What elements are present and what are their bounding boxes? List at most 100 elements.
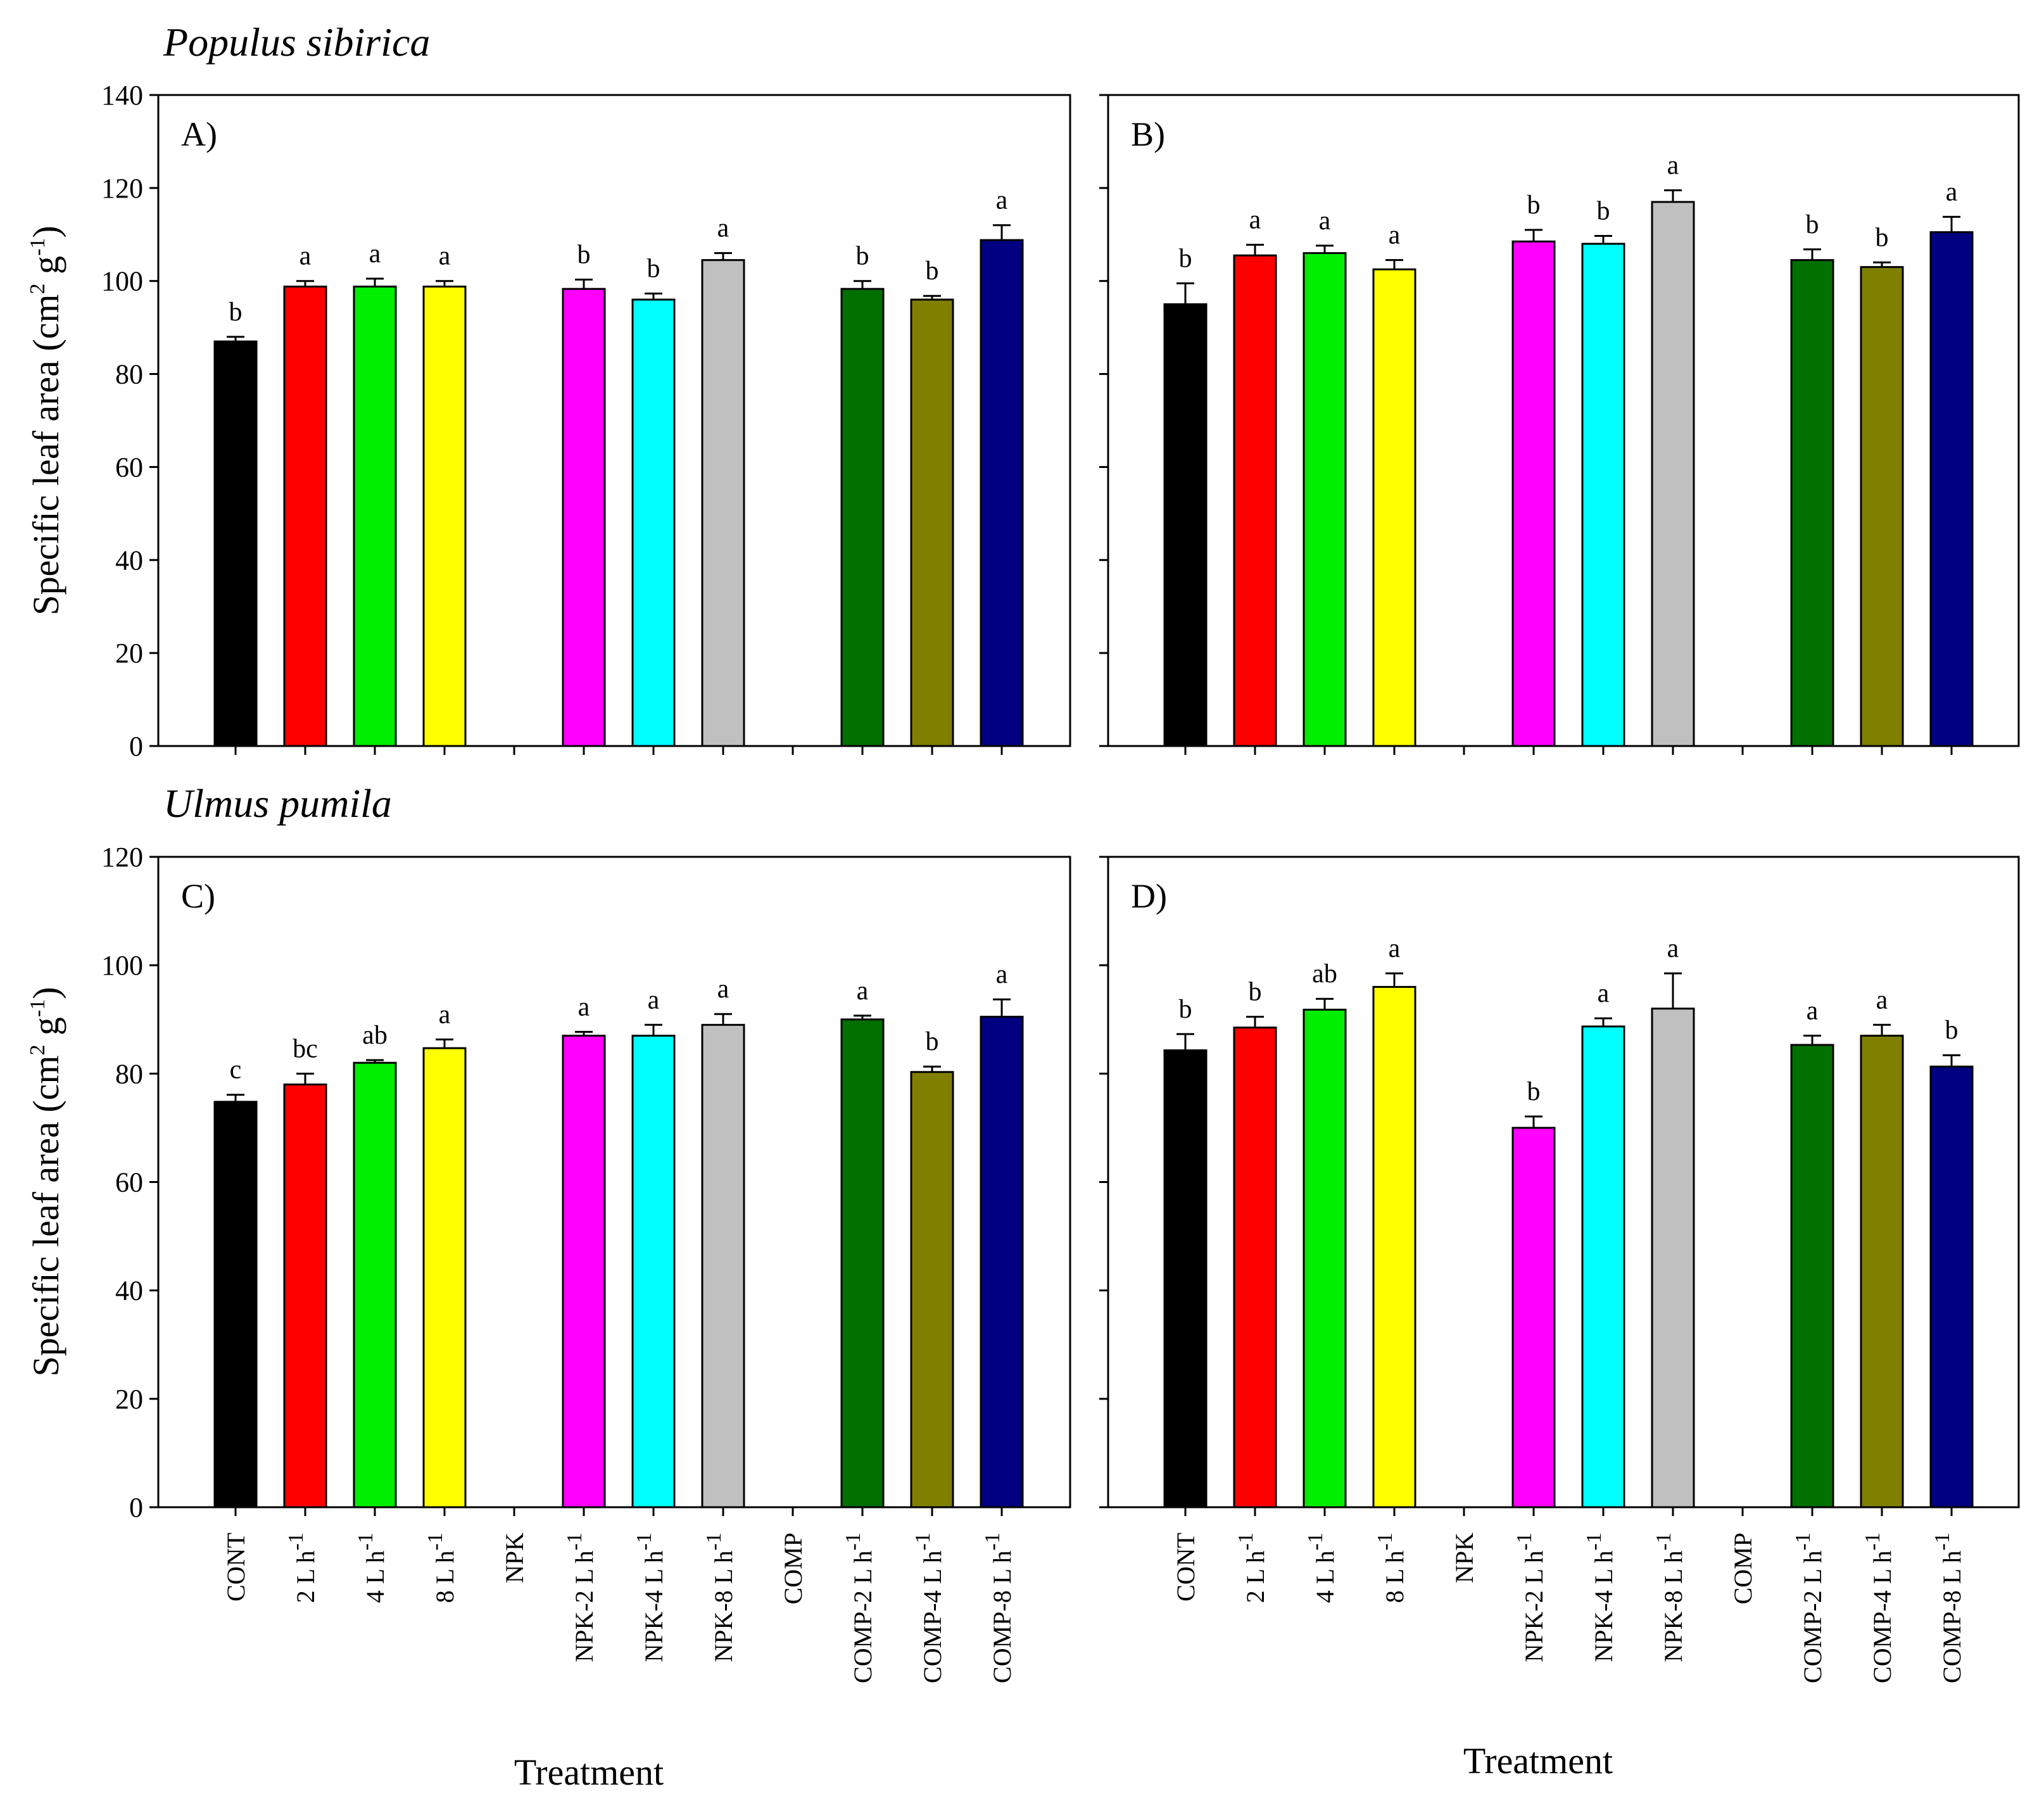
significance-letter: a [439, 242, 451, 271]
bar-cont [1163, 1049, 1208, 1508]
bar-comp-8-l-h [980, 239, 1024, 747]
significance-letter: b [1249, 977, 1262, 1006]
significance-letter: a [717, 214, 729, 243]
y-tick-label: 120 [101, 173, 143, 204]
bar-cont [1163, 303, 1208, 747]
significance-letter: b [647, 255, 660, 284]
significance-letter: b [577, 241, 591, 270]
x-category-label: 4 L h-1 [1304, 1533, 1339, 1603]
y-tick-label: 20 [115, 1384, 143, 1415]
significance-letter: a [439, 1000, 451, 1029]
significance-letter: a [300, 242, 312, 271]
significance-letter: b [229, 298, 243, 327]
bar-8-l-h [1372, 985, 1416, 1508]
x-category-label: 2 L h-1 [284, 1533, 320, 1603]
significance-letter: b [1527, 191, 1541, 220]
bar-comp-4-l-h [910, 298, 954, 747]
significance-letter: a [1667, 934, 1679, 963]
significance-letter: a [648, 985, 660, 1015]
bar-2-l-h [1233, 254, 1277, 747]
panel-label: A) [181, 115, 217, 153]
bar-npk-2-l-h [562, 288, 606, 747]
panel-label: D) [1131, 877, 1167, 915]
y-tick-label: 100 [101, 266, 143, 297]
plot-frame [1107, 94, 2020, 747]
panel-a: 0 20 40 60 80 100 120 140 A) Populus sibirica Spec… [25, 20, 1071, 762]
species-title: Ulmus pumila [163, 781, 392, 826]
significance-letter: bc [293, 1034, 318, 1063]
species-title: Populus sibirica [163, 20, 430, 65]
significance-letter: a [1319, 206, 1331, 236]
significance-letter: a [1667, 151, 1679, 180]
bar-comp-8-l-h [1929, 231, 1974, 747]
significance-letter: a [717, 975, 729, 1004]
y-tick-label: 20 [115, 638, 143, 669]
significance-letter: b [1527, 1077, 1541, 1106]
significance-letter: b [1945, 1016, 1959, 1045]
x-category-label: NPK-8 L h-1 [702, 1533, 738, 1662]
significance-letter: ab [1312, 959, 1337, 989]
significance-letter: a [1598, 979, 1610, 1008]
x-category-label: NPK-2 L h-1 [1513, 1533, 1548, 1662]
bar-npk-2-l-h [1511, 1127, 1556, 1508]
significance-letter: b [926, 256, 939, 286]
bar-npk-2-l-h [562, 1034, 606, 1508]
x-category-label: COMP-4 L h-1 [1861, 1533, 1896, 1683]
x-category-label: COMP-4 L h-1 [911, 1533, 947, 1683]
significance-letter: a [578, 992, 590, 1021]
significance-letter: a [1249, 205, 1261, 234]
significance-letter: ab [362, 1021, 388, 1050]
y-tick-label: 0 [129, 731, 143, 762]
bar-comp-8-l-h [980, 1015, 1024, 1508]
x-axis-title: Treatment [514, 1752, 664, 1793]
significance-letter: b [1597, 196, 1610, 225]
bar-npk-4-l-h [631, 298, 676, 747]
panel-label: C) [181, 877, 215, 915]
bar-comp-2-l-h [1790, 259, 1834, 747]
bar-comp-4-l-h [910, 1071, 954, 1508]
bar-8-l-h [1372, 268, 1416, 747]
significance-letter: b [1179, 995, 1192, 1024]
y-axis-title: Specific leaf area (cm2 g-1) [25, 225, 66, 615]
bar-4-l-h [1303, 252, 1347, 747]
bar-2-l-h [283, 1083, 327, 1508]
x-category-label: 8 L h-1 [424, 1533, 459, 1603]
bar-2-l-h [283, 286, 327, 747]
significance-letter: a [996, 186, 1008, 215]
y-tick-label: 140 [101, 80, 143, 111]
bar-2-l-h [1233, 1027, 1277, 1508]
x-category-label: COMP-8 L h-1 [1931, 1533, 1966, 1683]
bar-4-l-h [353, 286, 397, 747]
x-category-label: NPK [1450, 1533, 1479, 1583]
x-category-label: NPK-4 L h-1 [633, 1533, 668, 1662]
bar-comp-2-l-h [840, 1018, 885, 1508]
significance-letter: b [1179, 244, 1192, 273]
significance-letter: a [1807, 996, 1819, 1025]
x-category-label: CONT [1171, 1533, 1200, 1602]
bar-8-l-h [422, 286, 467, 747]
x-category-label: 4 L h-1 [354, 1533, 389, 1603]
x-category-label: COMP-2 L h-1 [842, 1533, 877, 1683]
bar-npk-8-l-h [1651, 1008, 1695, 1508]
significance-letter: a [996, 960, 1008, 989]
significance-letter: a [1876, 985, 1888, 1015]
x-category-label: NPK-4 L h-1 [1582, 1533, 1618, 1662]
significance-letter: a [1389, 934, 1401, 963]
bar-npk-8-l-h [701, 259, 745, 747]
panel-label: B) [1131, 115, 1165, 153]
x-category-label: NPK-8 L h-1 [1652, 1533, 1688, 1662]
significance-letter: a [369, 239, 381, 269]
bar-npk-8-l-h [701, 1023, 745, 1508]
significance-letter: a [1946, 177, 1958, 206]
bar-comp-2-l-h [1790, 1044, 1834, 1508]
y-tick-label: 80 [115, 359, 143, 390]
panel-b: B) b a a a b b a b b a [1099, 94, 2020, 755]
y-tick-label: 60 [115, 1167, 143, 1198]
bar-8-l-h [422, 1047, 467, 1508]
bar-npk-4-l-h [631, 1034, 676, 1508]
y-tick-label: 120 [101, 842, 143, 873]
bar-comp-4-l-h [1860, 1034, 1904, 1508]
bar-npk-4-l-h [1581, 243, 1625, 747]
